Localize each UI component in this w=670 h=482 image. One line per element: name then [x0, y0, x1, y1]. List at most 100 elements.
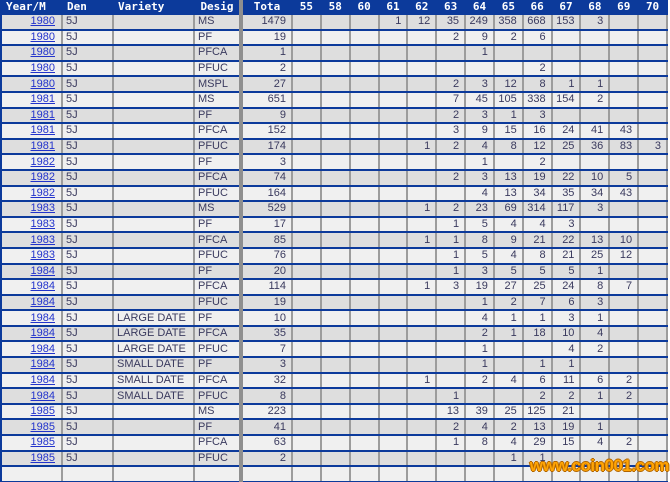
year-link[interactable]: 1982 [30, 171, 55, 184]
grade-63-cell: 2 [436, 76, 467, 93]
year-link[interactable]: 1981 [30, 124, 55, 137]
grade-67-cell: 154 [551, 91, 582, 109]
table-row [1, 466, 668, 482]
grade-63-cell [436, 45, 467, 62]
variety-cell [113, 76, 195, 93]
desig-cell: PFUC [194, 138, 242, 156]
grade-55-cell [292, 232, 322, 249]
grade-58-cell [320, 169, 351, 187]
year-link[interactable]: 1985 [30, 436, 55, 449]
grade-66-cell: 668 [522, 14, 553, 31]
grade-55-cell [292, 185, 322, 203]
variety-cell [113, 450, 195, 468]
year-link[interactable]: 1984 [30, 327, 55, 340]
year-link[interactable]: 1981 [30, 108, 55, 121]
grade-58-cell [320, 138, 351, 156]
year-link[interactable]: 1980 [30, 30, 55, 43]
table-row: 1980 5J PFCA 1 1 [1, 45, 668, 62]
desig-cell: PF [194, 357, 242, 374]
den-cell: 5J [62, 279, 114, 296]
grade-60-cell [349, 232, 380, 249]
table-row: 1984 5J SMALL DATE PF 3 1 1 1 [1, 357, 668, 374]
desig-cell [194, 466, 242, 482]
year-cell: 1981 [1, 107, 63, 125]
grade-60-cell [349, 91, 380, 109]
year-link[interactable]: 1980 [30, 62, 55, 75]
grade-64-cell: 3 [465, 263, 495, 281]
grade-55-cell [292, 138, 322, 156]
desig-cell: PFCA [194, 435, 242, 452]
grade-60-cell [349, 403, 380, 421]
year-link[interactable]: 1984 [30, 264, 55, 277]
year-link[interactable]: 1984 [30, 358, 55, 371]
grade-66-cell: 8 [522, 76, 553, 93]
grade-62-cell [407, 123, 438, 140]
grade-70-cell [638, 201, 668, 218]
grade-67-cell [551, 450, 582, 468]
year-link[interactable]: 1985 [30, 451, 55, 464]
year-link[interactable]: 1981 [30, 140, 55, 153]
den-cell: 5J [62, 91, 114, 109]
grade-66-cell: 19 [522, 169, 553, 187]
desig-cell: PFUC [194, 185, 242, 203]
grade-63-cell: 2 [436, 29, 467, 47]
grade-69-cell: 43 [609, 185, 640, 203]
grade-66-cell: 1 [522, 357, 553, 374]
grade-61-cell [378, 29, 409, 47]
grade-64-cell: 3 [465, 76, 495, 93]
year-link[interactable]: 1984 [30, 280, 55, 293]
year-link[interactable]: 1985 [30, 405, 55, 418]
year-link[interactable]: 1984 [30, 389, 55, 402]
grade-70-cell [638, 123, 668, 140]
table-row: 1983 5J MS 529 1 2 23 69 314 117 3 [1, 201, 668, 218]
grade-69-cell [609, 263, 640, 281]
grade-70-cell [638, 325, 668, 343]
table-row: 1980 5J PFUC 2 2 [1, 60, 668, 78]
grade-64-cell: 1 [465, 154, 495, 171]
grade-69-cell [609, 310, 640, 327]
year-link[interactable]: 1984 [30, 373, 55, 386]
grade-65-cell: 2 [493, 419, 524, 437]
year-link[interactable]: 1982 [30, 186, 55, 199]
grade-55-cell [292, 216, 322, 234]
grade-58-cell [320, 232, 351, 249]
grade-60-cell [349, 450, 380, 468]
grade-61-cell [378, 372, 409, 390]
year-link[interactable]: 1982 [30, 155, 55, 168]
year-link[interactable]: 1983 [30, 233, 55, 246]
year-link[interactable]: 1981 [30, 93, 55, 106]
grade-64-cell: 5 [465, 247, 495, 265]
year-link[interactable]: 1980 [30, 77, 55, 90]
den-cell: 5J [62, 450, 114, 468]
grade-66-cell: 2 [522, 60, 553, 78]
desig-cell: PF [194, 419, 242, 437]
grade-60-cell [349, 247, 380, 265]
column-header-68: 68 [580, 0, 611, 15]
grade-65-cell [493, 154, 524, 171]
grade-66-cell: 25 [522, 279, 553, 296]
variety-cell: SMALL DATE [113, 372, 195, 390]
variety-cell [113, 232, 195, 249]
grade-60-cell [349, 29, 380, 47]
desig-cell: MS [194, 201, 242, 218]
grade-58-cell [320, 403, 351, 421]
grade-70-cell [638, 294, 668, 312]
grade-65-cell [493, 357, 524, 374]
year-link[interactable]: 1983 [30, 218, 55, 231]
grade-67-cell: 1 [551, 357, 582, 374]
year-link[interactable]: 1984 [30, 295, 55, 308]
year-link[interactable]: 1984 [30, 311, 55, 324]
den-cell: 5J [62, 294, 114, 312]
year-link[interactable]: 1985 [30, 420, 55, 433]
den-cell: 5J [62, 216, 114, 234]
year-cell: 1985 [1, 450, 63, 468]
grade-63-cell [436, 357, 467, 374]
year-link[interactable]: 1980 [30, 46, 55, 59]
year-link[interactable]: 1984 [30, 342, 55, 355]
year-link[interactable]: 1983 [30, 249, 55, 262]
grade-69-cell [609, 419, 640, 437]
year-link[interactable]: 1980 [30, 15, 55, 28]
year-cell: 1984 [1, 388, 63, 405]
grade-65-cell [493, 466, 524, 482]
year-link[interactable]: 1983 [30, 202, 55, 215]
